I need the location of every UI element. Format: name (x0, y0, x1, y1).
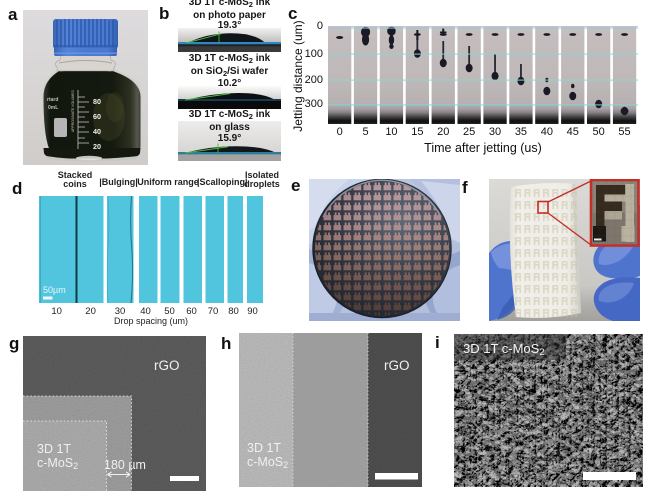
svg-text:40: 40 (93, 127, 101, 136)
svg-text:80: 80 (93, 97, 101, 106)
svg-text:c-MoS2: c-MoS2 (247, 455, 288, 470)
svg-text:rGO: rGO (154, 358, 180, 373)
svg-text:0mL: 0mL (48, 105, 58, 111)
svg-text:180 µm: 180 µm (104, 458, 146, 472)
svg-text:20: 20 (93, 142, 101, 151)
svg-text:rGO: rGO (384, 358, 410, 373)
svg-text:rtard: rtard (47, 97, 58, 103)
svg-text:60: 60 (93, 112, 101, 121)
svg-text:50µm: 50µm (43, 285, 66, 295)
svg-text:3D 1T c-MoS2: 3D 1T c-MoS2 (463, 341, 545, 358)
svg-text:c-MoS2: c-MoS2 (37, 456, 78, 471)
svg-text:APPROXIMATE VOLUMES: APPROXIMATE VOLUMES (71, 89, 75, 132)
svg-text:3D 1T: 3D 1T (247, 441, 281, 455)
svg-text:3D 1T: 3D 1T (37, 442, 71, 456)
